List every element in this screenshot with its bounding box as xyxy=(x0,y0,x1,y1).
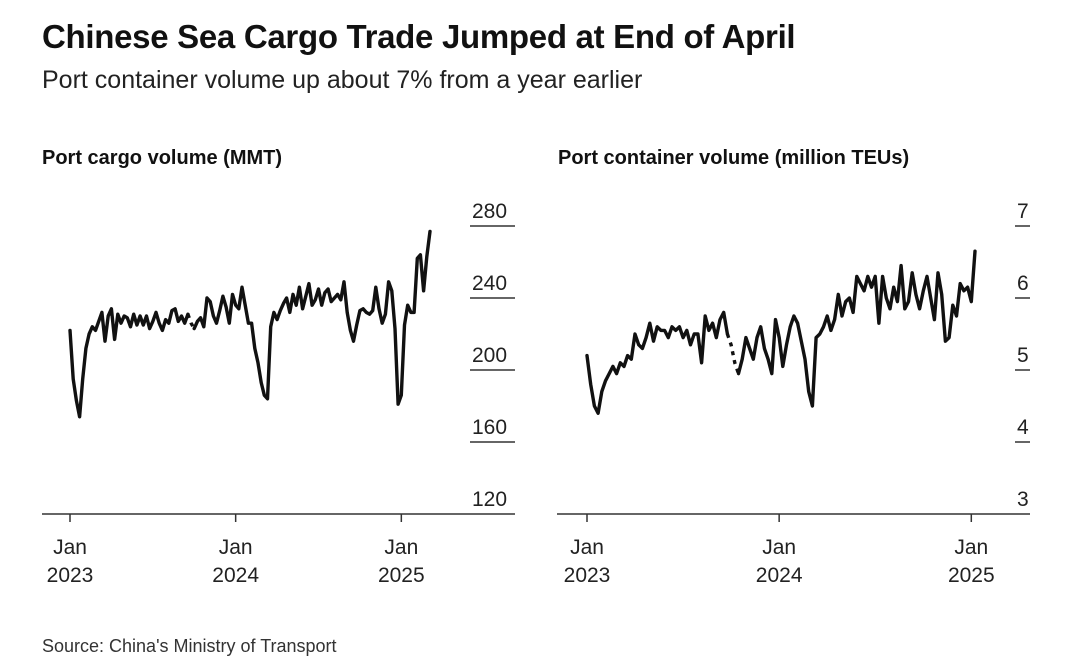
x-tick-label-month: Jan xyxy=(219,536,253,559)
y-tick-label: 200 xyxy=(472,344,507,367)
y-tick-label: 160 xyxy=(472,416,507,439)
series-line-dashed-segment xyxy=(186,313,196,330)
x-tick-label-month: Jan xyxy=(954,536,988,559)
series-line-dashed-segment xyxy=(725,333,741,375)
x-tick-label-month: Jan xyxy=(570,536,604,559)
x-tick-label-year: 2024 xyxy=(756,564,803,587)
y-tick-label: 6 xyxy=(1017,272,1029,295)
y-tick-label: 240 xyxy=(472,272,507,295)
source-note: Source: China's Ministry of Transport xyxy=(42,636,337,656)
y-tick-label: 7 xyxy=(1017,200,1029,223)
x-tick-label-month: Jan xyxy=(53,536,87,559)
page-subtitle: Port container volume up about 7% from a… xyxy=(42,66,643,94)
charts-canvas: 120 160 200 240 280 Jan 2023 Jan 2024 Jan 2025 3 4 5… xyxy=(42,200,1030,587)
x-tick-label-month: Jan xyxy=(384,536,418,559)
y-tick-label: 280 xyxy=(472,200,507,223)
y-tick-label: 3 xyxy=(1017,488,1029,511)
x-tick-label-year: 2023 xyxy=(564,564,611,587)
x-tick-label-year: 2023 xyxy=(47,564,94,587)
series-line-segment xyxy=(68,307,190,419)
series-line-segment xyxy=(585,310,730,415)
x-tick-label-year: 2025 xyxy=(378,564,425,587)
series-line-segment xyxy=(736,249,977,408)
x-tick-label-year: 2024 xyxy=(212,564,259,587)
x-tick-label-month: Jan xyxy=(762,536,796,559)
x-tick-label-year: 2025 xyxy=(948,564,995,587)
y-tick-label: 4 xyxy=(1017,416,1029,439)
y-tick-label: 120 xyxy=(472,488,507,511)
page-title: Chinese Sea Cargo Trade Jumped at End of… xyxy=(42,18,796,55)
series-line-segment xyxy=(192,229,432,406)
cargo-volume-chart: 120 160 200 240 280 Jan 2023 Jan 2024 Jan 2025 xyxy=(42,200,515,587)
chart-title-container: Port container volume (million TEUs) xyxy=(558,147,910,169)
container-volume-chart: 3 4 5 6 7 Jan 2023 Jan 2024 Jan 2025 xyxy=(557,200,1030,587)
y-tick-label: 5 xyxy=(1017,344,1029,367)
chart-title-cargo: Port cargo volume (MMT) xyxy=(42,147,283,169)
